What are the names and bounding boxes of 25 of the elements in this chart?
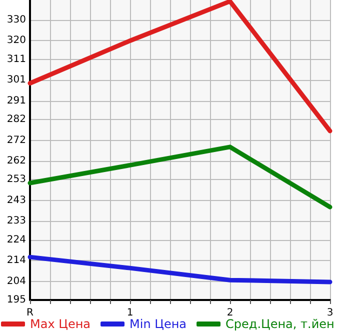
y-tick-label: 311 bbox=[6, 54, 26, 65]
line-series bbox=[28, 144, 332, 210]
y-tick-label: 291 bbox=[6, 95, 26, 106]
x-tick-label: 2 bbox=[226, 308, 234, 318]
line-series bbox=[28, 0, 332, 134]
y-tick-label: 204 bbox=[6, 276, 26, 287]
y-tick-label: 330 bbox=[6, 14, 26, 26]
legend-label: Max Цена bbox=[30, 317, 91, 331]
y-tick-label: 195 bbox=[6, 294, 26, 306]
y-tick-label: 243 bbox=[6, 194, 26, 206]
line-series bbox=[28, 254, 332, 284]
legend-label: Min Цена bbox=[130, 317, 187, 331]
x-tick-label: 3 bbox=[326, 308, 334, 318]
y-tick-label: 253 bbox=[6, 174, 26, 186]
x-tick-label: 1 bbox=[126, 308, 134, 318]
legend-label: Сред.Цена, т.йен bbox=[226, 317, 334, 331]
y-tick-label: 272 bbox=[6, 134, 26, 146]
y-tick-label: 214 bbox=[6, 255, 26, 266]
y-tick-label: 320 bbox=[6, 35, 26, 46]
x-tick-label: R bbox=[26, 308, 34, 318]
y-tick-label: 233 bbox=[6, 216, 26, 227]
y-tick-label: 224 bbox=[6, 234, 26, 246]
y-tick-label: 301 bbox=[6, 74, 26, 86]
y-tick-label: 282 bbox=[6, 114, 26, 126]
y-tick-label: 262 bbox=[6, 156, 26, 167]
